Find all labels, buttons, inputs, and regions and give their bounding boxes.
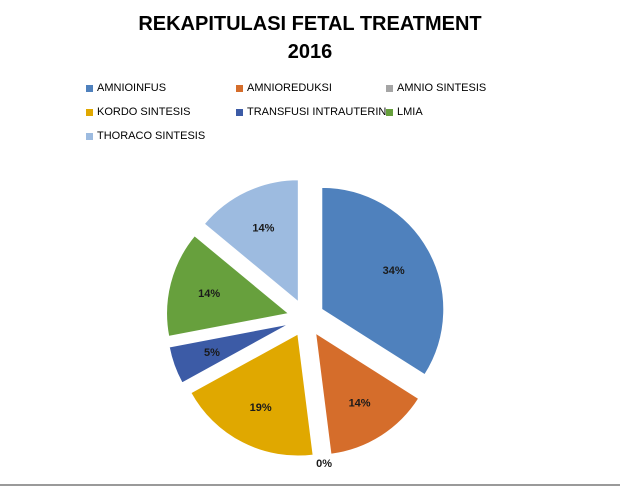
legend-label: TRANSFUSI INTRAUTERIN [247, 106, 387, 118]
chart-title-line2: 2016 [287, 41, 333, 63]
data-label: 0% [316, 458, 332, 470]
data-label: 14% [198, 288, 220, 300]
legend-item: KORDO SINTESIS [86, 104, 236, 120]
legend-swatch [86, 84, 93, 92]
legend-swatch [86, 108, 93, 116]
legend-swatch [386, 108, 393, 116]
pie-slice [168, 323, 290, 384]
data-label: 14% [349, 397, 371, 409]
legend-swatch [236, 84, 243, 92]
legend-swatch [86, 132, 93, 140]
legend-label: AMNIOREDUKSI [247, 82, 332, 94]
pie-slice [190, 333, 314, 457]
legend-item: AMNIOINFUS [86, 80, 236, 96]
pie-slice [321, 186, 445, 376]
legend-item: AMNIO SINTESIS [386, 80, 546, 96]
legend-swatch [386, 84, 393, 92]
chart-title: REKAPITULASI FETAL TREATMENT 2016 [0, 10, 620, 66]
data-label: 5% [204, 347, 220, 359]
bottom-border [0, 484, 620, 486]
data-label: 19% [250, 402, 272, 414]
pie-slice [166, 235, 290, 337]
legend-label: KORDO SINTESIS [97, 106, 191, 118]
pie-slice [315, 332, 420, 455]
pie-slice [203, 179, 299, 303]
legend-swatch [236, 108, 243, 116]
data-label: 34% [383, 265, 405, 277]
legend-item: TRANSFUSI INTRAUTERIN [236, 104, 386, 120]
legend-label: AMNIO SINTESIS [397, 82, 487, 94]
data-label: 14% [252, 223, 274, 235]
legend-label: THORACO SINTESIS [97, 130, 206, 142]
legend-item: AMNIOREDUKSI [236, 80, 386, 96]
legend-label: LMIA [397, 106, 423, 118]
chart-legend: AMNIOINFUS AMNIOREDUKSI AMNIO SINTESIS KORD… [86, 80, 606, 144]
legend-item: THORACO SINTESIS [86, 128, 236, 144]
chart-title-line1: REKAPITULASI FETAL TREATMENT [138, 13, 482, 35]
legend-label: AMNIOINFUS [97, 82, 167, 94]
legend-item: LMIA [386, 104, 546, 120]
